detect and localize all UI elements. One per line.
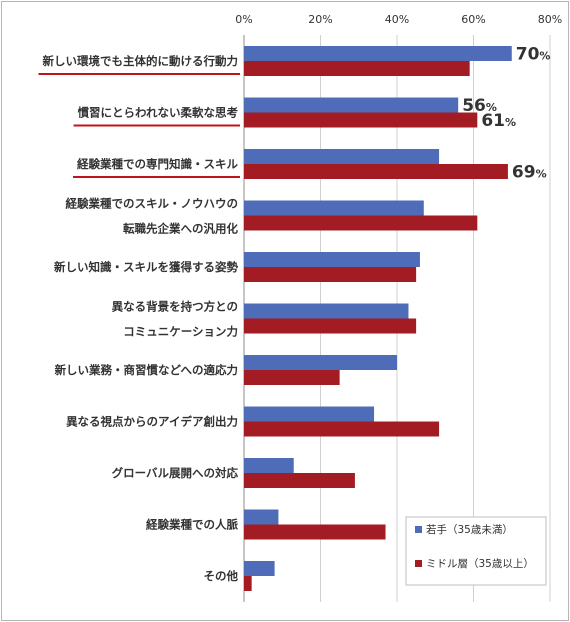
x-tick-label: 40% xyxy=(385,13,409,26)
x-tick-label: 60% xyxy=(461,13,485,26)
bar-young xyxy=(244,355,397,370)
category-label: 経験業種でのスキル・ノウハウの xyxy=(66,197,239,211)
category-label: 転職先企業への汎用化 xyxy=(123,222,238,236)
bar-middle xyxy=(244,524,386,540)
category-label: 慣習にとらわれない柔軟な思考 xyxy=(77,106,239,120)
x-tick-label: 20% xyxy=(308,13,332,26)
category-label: コミュニケーション力 xyxy=(123,325,238,339)
bar-young xyxy=(244,252,420,267)
legend-label: 若手（35歳未満） xyxy=(426,523,513,536)
bar-young xyxy=(244,97,459,113)
bar-middle xyxy=(244,576,252,591)
bar-middle xyxy=(244,215,478,231)
data-label-number: 69 xyxy=(512,163,536,183)
bar-young xyxy=(244,406,375,422)
bar-young xyxy=(244,303,409,319)
category-label: 異なる背景を持つ方との xyxy=(112,300,238,314)
data-label-unit: % xyxy=(486,101,497,114)
x-tick-label: 0% xyxy=(235,13,252,26)
data-label-number: 56 xyxy=(462,96,486,116)
category-label: 新しい環境でも主体的に動ける行動力 xyxy=(43,54,239,68)
category-label: 新しい業務・商習慣などへの適応力 xyxy=(55,363,238,377)
category-label: その他 xyxy=(204,569,239,583)
category-label: 経験業種での専門知識・スキル xyxy=(77,157,238,171)
category-label: 異なる視点からのアイデア創出力 xyxy=(66,415,238,429)
legend-swatch xyxy=(415,560,422,567)
data-label-unit: % xyxy=(505,116,516,129)
bar-middle xyxy=(244,318,417,334)
bar-young xyxy=(244,149,440,164)
x-tick-label: 80% xyxy=(538,13,562,26)
bar-young xyxy=(244,46,512,61)
data-label: 69% xyxy=(512,163,547,183)
category-label: 新しい知識・スキルを獲得する姿勢 xyxy=(54,260,238,274)
data-label-number: 70 xyxy=(516,45,540,65)
bar-middle xyxy=(244,112,478,128)
data-label: 61% xyxy=(481,111,516,131)
bar-middle xyxy=(244,473,355,488)
bar-young xyxy=(244,561,275,576)
legend-box xyxy=(405,516,547,586)
data-label: 56% xyxy=(462,96,497,116)
data-label: 70% xyxy=(516,45,551,65)
data-label-number: 61 xyxy=(481,111,505,131)
legend-swatch xyxy=(415,526,422,533)
bar-middle xyxy=(244,61,470,76)
legend-label: ミドル層（35歳以上） xyxy=(426,558,534,570)
category-label: 経験業種での人脈 xyxy=(146,518,238,532)
bar-young xyxy=(244,458,294,473)
bar-middle xyxy=(244,267,417,282)
bar-young xyxy=(244,509,279,525)
bar-middle xyxy=(244,421,440,437)
data-label-unit: % xyxy=(536,168,547,181)
bar-middle xyxy=(244,164,508,179)
category-label: グローバル展開への対応 xyxy=(112,466,239,480)
bar-young xyxy=(244,200,424,216)
data-label-unit: % xyxy=(539,50,550,63)
bar-middle xyxy=(244,370,340,385)
